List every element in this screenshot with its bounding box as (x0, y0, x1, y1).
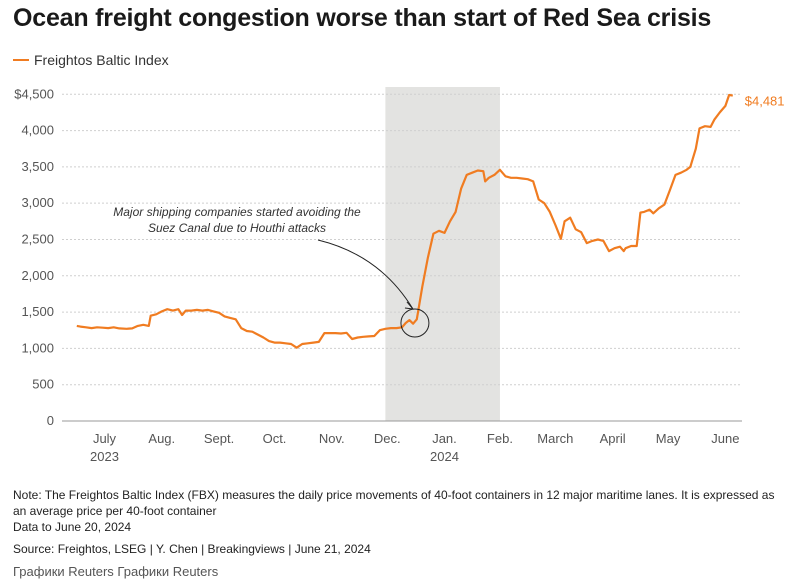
footer-credit: Графики Reuters Графики Reuters (13, 564, 219, 579)
x-tick-label: June (711, 431, 739, 446)
chart-canvas: 0 500 1,000 1,500 2,000 2,500 3,000 3,500 4,000 $… (14, 86, 785, 464)
x-tick-year: 2024 (430, 449, 459, 464)
y-tick-label: 1,500 (21, 304, 54, 319)
legend: Freightos Baltic Index (13, 52, 169, 68)
y-tick-label: 0 (47, 413, 54, 428)
annotation-circle (400, 308, 430, 338)
y-tick-label: 3,500 (21, 159, 54, 174)
x-tick-year: 2023 (90, 449, 119, 464)
footer-note: Note: The Freightos Baltic Index (FBX) m… (13, 488, 775, 518)
x-tick-label: Feb. (487, 431, 513, 446)
x-tick-label: Dec. (374, 431, 401, 446)
annotation-text-line2: Suez Canal due to Houthi attacks (148, 221, 326, 235)
y-tick-label: 2,000 (21, 268, 54, 283)
y-tick-label: 500 (32, 377, 54, 392)
y-tick-label: 4,000 (21, 123, 54, 138)
x-tick-label: Oct. (263, 431, 287, 446)
legend-swatch (13, 59, 29, 61)
x-tick-label: July (93, 431, 117, 446)
x-tick-label: Nov. (319, 431, 345, 446)
end-value-label: $4,481 (745, 94, 785, 109)
y-tick-label: 2,500 (21, 231, 54, 246)
annotation-arrow (317, 239, 414, 310)
annotation-text-line1: Major shipping companies started avoidin… (113, 205, 361, 219)
footer: Note: The Freightos Baltic Index (FBX) m… (13, 487, 788, 557)
y-tick-label: $4,500 (14, 86, 54, 101)
footer-data-line: Data to June 20, 2024 (13, 520, 132, 534)
x-tick-label: March (537, 431, 573, 446)
x-tick-label: May (656, 431, 681, 446)
y-tick-label: 3,000 (21, 195, 54, 210)
legend-label: Freightos Baltic Index (34, 52, 169, 68)
shaded-period (385, 87, 500, 421)
footer-source: Source: Freightos, LSEG | Y. Chen | Brea… (13, 542, 371, 556)
x-tick-label: Jan. (432, 431, 457, 446)
chart-title: Ocean freight congestion worse than star… (13, 4, 712, 32)
x-tick-label: Aug. (148, 431, 175, 446)
series-line-fbx (76, 93, 733, 349)
annotation-arrowhead (404, 301, 415, 310)
y-tick-label: 1,000 (21, 340, 54, 355)
x-tick-label: Sept. (204, 431, 234, 446)
x-tick-label: April (600, 431, 626, 446)
